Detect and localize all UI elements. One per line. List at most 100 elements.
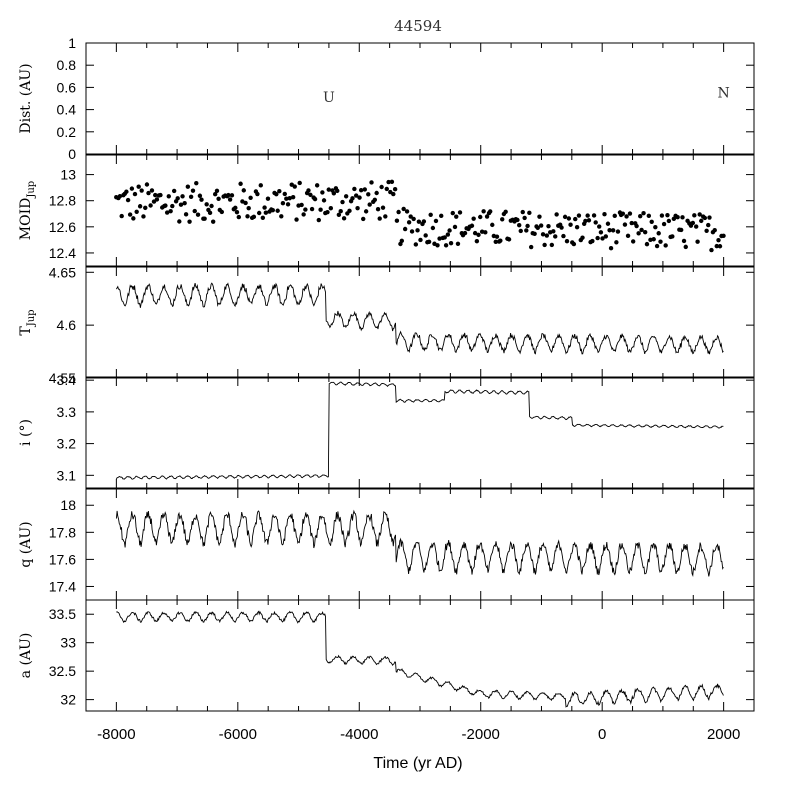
scatter-point	[384, 186, 389, 192]
scatter-point	[445, 232, 451, 237]
scatter-point	[321, 198, 327, 203]
scatter-point	[369, 180, 374, 185]
scatter-point	[168, 208, 173, 214]
scatter-point	[630, 239, 636, 244]
scatter-point	[717, 244, 723, 249]
scatter-point	[666, 218, 672, 224]
scatter-point	[144, 182, 150, 187]
scatter-point	[515, 217, 520, 223]
scatter-point	[392, 186, 398, 192]
scatter-point	[593, 220, 598, 225]
scatter-point	[693, 224, 699, 229]
scatter-point	[125, 197, 131, 203]
scatter-point	[598, 230, 604, 235]
scatter-point	[164, 210, 170, 215]
scatter-point	[442, 235, 447, 240]
scatter-point	[503, 209, 508, 214]
scatter-point	[612, 213, 617, 219]
scatter-point	[528, 244, 534, 250]
scatter-point	[625, 233, 631, 239]
y-tick-label: 1	[68, 35, 76, 51]
scatter-point	[680, 215, 685, 220]
scatter-point	[117, 194, 123, 199]
scatter-point	[663, 243, 668, 248]
scatter-point	[443, 243, 449, 248]
scatter-point	[379, 184, 384, 190]
y-axis-label-sub: Jup	[26, 181, 37, 199]
scatter-point	[418, 237, 423, 243]
y-tick-label: 33	[60, 635, 76, 651]
scatter-point	[704, 228, 709, 233]
y-tick-label: 12.4	[49, 245, 76, 261]
scatter-point	[204, 202, 209, 207]
scatter-point	[595, 235, 600, 241]
scatter-point	[119, 213, 124, 219]
scatter-point	[275, 208, 280, 213]
scatter-point	[430, 225, 436, 231]
scatter-point	[279, 214, 284, 219]
scatter-point	[245, 214, 250, 219]
scatter-point	[294, 217, 299, 222]
scatter-point	[238, 181, 243, 186]
scatter-point	[343, 194, 349, 199]
scatter-point	[644, 241, 650, 247]
scatter-point	[309, 206, 315, 212]
scatter-point	[357, 195, 362, 200]
scatter-point	[202, 216, 207, 221]
scatter-point	[336, 212, 342, 217]
y-tick-label: 0.8	[57, 57, 77, 73]
scatter-point	[177, 219, 182, 224]
scatter-point	[226, 192, 231, 198]
scatter-point	[256, 210, 262, 216]
scatter-point	[363, 209, 369, 214]
scatter-point	[629, 220, 634, 226]
scatter-point	[316, 217, 322, 223]
scatter-point	[585, 213, 590, 218]
scatter-point	[586, 218, 592, 223]
panel-q: 17.4 17.6 17.8 18 q (AU)	[18, 488, 755, 601]
x-axis-label: Time (yr AD)	[373, 755, 462, 772]
scatter-point	[377, 216, 382, 221]
scatter-point	[435, 243, 440, 248]
scatter-point	[340, 199, 345, 205]
scatter-point	[262, 205, 267, 210]
scatter-point	[149, 188, 155, 193]
scatter-point	[702, 215, 708, 221]
panel-dist: 0 0.2 0.4 0.6 0.8 1 Dist. (AU) U N	[18, 35, 755, 162]
scatter-point	[341, 216, 347, 221]
scatter-point	[665, 212, 670, 218]
scatter-point	[335, 188, 340, 194]
y-tick-label: 4.6	[57, 317, 77, 333]
scatter-point	[280, 201, 286, 206]
scatter-point	[415, 228, 420, 233]
scatter-point	[439, 213, 444, 219]
scatter-point	[498, 238, 503, 243]
scatter-point	[219, 209, 225, 215]
scatter-point	[352, 186, 357, 192]
scatter-point	[716, 237, 721, 243]
scatter-point	[649, 219, 654, 224]
scatter-point	[408, 214, 413, 219]
scatter-point	[362, 187, 367, 192]
scatter-point	[391, 191, 396, 197]
scatter-point	[447, 228, 452, 233]
scatter-point	[520, 209, 525, 215]
scatter-point	[661, 221, 667, 227]
scatter-point	[409, 229, 415, 234]
scatter-point	[270, 207, 276, 213]
scatter-point	[255, 191, 260, 197]
y-axis-label: Dist. (AU)	[18, 63, 34, 133]
scatter-point	[338, 209, 343, 214]
scatter-point	[597, 224, 602, 229]
scatter-point	[350, 196, 355, 201]
scatter-point	[607, 228, 612, 233]
scatter-point	[234, 209, 240, 215]
scatter-point	[380, 205, 386, 210]
scatter-point	[353, 193, 359, 198]
scatter-point	[292, 184, 297, 189]
scatter-point	[455, 241, 461, 247]
scatter-point	[207, 210, 213, 216]
x-tick-label: 2000	[707, 726, 740, 743]
scatter-point	[500, 217, 505, 222]
scatter-point	[141, 214, 146, 219]
